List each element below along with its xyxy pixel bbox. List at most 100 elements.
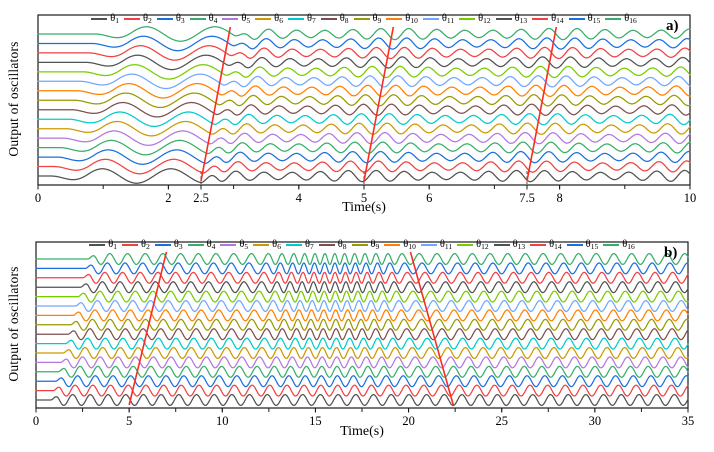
legend-label: θ14: [551, 12, 564, 25]
oscillator-trace-b-theta4: [35, 365, 689, 378]
legend-label: θ11: [439, 238, 453, 251]
legend-line-swatch: [530, 244, 547, 246]
legend-item-theta14: θ14: [530, 239, 562, 251]
legend-item-theta7: θ7: [287, 13, 316, 25]
legend-line-swatch: [386, 18, 403, 20]
oscillator-trace-a-theta6: [37, 120, 691, 137]
legend-label: θ10: [403, 238, 416, 251]
panel-b-ylabel: Output of oscillators: [6, 266, 21, 382]
legend-item-theta5: θ5: [220, 238, 249, 251]
legend-item-theta12: θ12: [457, 238, 489, 251]
oscillator-trace-a-theta7: [37, 111, 691, 128]
oscillator-trace-b-theta3: [35, 375, 689, 388]
legend-line-swatch: [287, 18, 304, 20]
legend-line-swatch: [187, 244, 204, 246]
legend-label: θ12: [478, 12, 491, 25]
phase-wave-marker-line: [200, 26, 232, 182]
legend-line-swatch: [459, 18, 476, 20]
phase-wave-marker-line: [526, 26, 558, 182]
x-tick-label: 10: [216, 414, 229, 428]
oscillator-trace-b-theta1: [35, 393, 689, 407]
legend-label: θ15: [585, 238, 599, 251]
legend-item-theta15: θ15: [568, 12, 601, 25]
legend-label: θ2: [141, 238, 150, 251]
phase-wave-marker-line: [409, 251, 455, 406]
oscillator-trace-b-theta11: [35, 299, 689, 313]
legend-label: θ5: [241, 12, 251, 25]
x-tick-label: 35: [682, 414, 695, 428]
legend-label: θ6: [272, 238, 281, 251]
legend-item-theta4: θ4: [189, 13, 217, 25]
legend-item-theta7: θ7: [285, 238, 314, 251]
legend-line-swatch: [89, 244, 106, 246]
oscillator-trace-a-theta3: [37, 149, 691, 165]
oscillator-trace-b-theta6: [35, 346, 689, 360]
legend-line-swatch: [384, 244, 401, 246]
legend-line-swatch: [493, 244, 510, 246]
panel-a-letter: a): [666, 18, 679, 34]
legend-line-swatch: [568, 18, 585, 20]
legend-line-swatch: [353, 18, 370, 20]
legend-item-theta8: θ8: [318, 239, 347, 251]
legend-line-swatch: [122, 244, 139, 246]
oscillator-trace-a-theta13: [37, 54, 691, 71]
legend-label: θ3: [173, 238, 183, 251]
legend-line-swatch: [318, 244, 335, 246]
legend-item-theta10: θ10: [384, 238, 416, 251]
legend-line-swatch: [91, 18, 108, 20]
x-tick-label: 30: [589, 414, 602, 428]
x-tick-label: 8: [556, 191, 562, 205]
oscillator-trace-a-theta15: [37, 35, 691, 52]
legend-item-theta16: θ16: [603, 239, 635, 251]
legend-line-swatch: [422, 18, 439, 20]
legend-label: θ8: [339, 12, 349, 25]
oscillator-trace-a-theta9: [37, 92, 691, 109]
legend-line-swatch: [124, 18, 141, 20]
legend-item-theta3: θ3: [154, 238, 183, 251]
legend-label: θ12: [476, 238, 489, 251]
legend-label: θ1: [110, 12, 120, 25]
legend-line-swatch: [420, 244, 437, 246]
panel-a-frame: [37, 14, 691, 186]
legend-line-swatch: [222, 18, 239, 20]
legend-line-swatch: [285, 244, 302, 246]
legend-item-theta11: θ11: [420, 238, 453, 251]
legend-line-swatch: [255, 18, 272, 20]
legend-line-swatch: [495, 18, 512, 20]
legend-item-theta2: θ2: [124, 12, 152, 25]
x-tick-label: 4: [296, 191, 303, 205]
oscillator-trace-a-theta5: [37, 130, 691, 146]
legend-item-theta9: θ9: [353, 12, 382, 25]
legend-label: θ9: [372, 12, 382, 25]
legend-label: θ15: [587, 12, 601, 25]
legend-item-theta9: θ9: [351, 238, 380, 251]
legend-line-swatch: [351, 244, 368, 246]
legend-label: θ7: [304, 238, 314, 251]
legend-item-theta5: θ5: [222, 12, 251, 25]
panel-b-letter: b): [664, 245, 678, 261]
panel-a-legend: θ1 θ2 θ3 θ4 θ5 θ6 θ7 θ8 θ9 θ10 θ11 θ12 θ13 θ14 θ15 θ16: [38, 13, 690, 25]
x-tick-label: 6: [426, 191, 432, 205]
legend-label: θ2: [143, 12, 152, 25]
legend-item-theta8: θ8: [320, 12, 349, 25]
legend-label: θ9: [370, 238, 380, 251]
oscillator-trace-b-theta10: [35, 309, 689, 322]
legend-item-theta6: θ6: [255, 12, 283, 25]
legend-line-swatch: [320, 18, 337, 20]
x-tick-label: 0: [33, 414, 39, 428]
oscillator-trace-b-theta2: [35, 384, 689, 397]
legend-item-theta16: θ16: [605, 13, 637, 25]
x-tick-label: 2: [165, 191, 171, 205]
oscillator-trace-b-theta12: [35, 290, 689, 303]
legend-line-swatch: [603, 244, 620, 246]
oscillator-trace-a-theta2: [37, 158, 691, 175]
legend-line-swatch: [566, 244, 583, 246]
legend-line-swatch: [156, 18, 173, 20]
legend-item-theta13: θ13: [493, 239, 525, 251]
legend-label: θ3: [175, 12, 185, 25]
legend-label: θ6: [274, 12, 283, 25]
legend-label: θ5: [239, 238, 249, 251]
legend-item-theta6: θ6: [253, 238, 281, 251]
